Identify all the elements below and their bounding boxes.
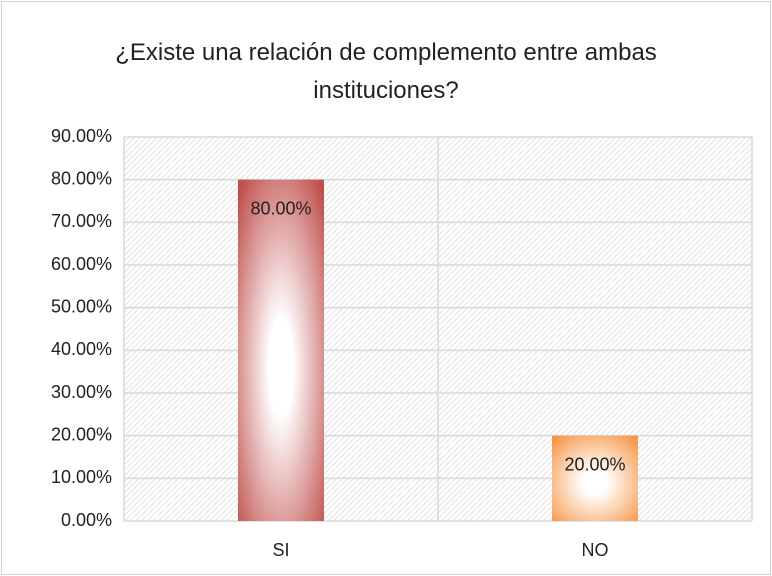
x-tick-label: NO xyxy=(582,540,609,560)
y-tick-label: 80.00% xyxy=(51,168,112,188)
bar xyxy=(237,179,325,521)
data-label: 20.00% xyxy=(564,454,625,474)
chart-title: ¿Existe una relación de complemento entr… xyxy=(115,39,657,104)
y-tick-label: 50.00% xyxy=(51,296,112,316)
y-tick-label: 30.00% xyxy=(51,382,112,402)
x-tick-label: SI xyxy=(272,540,289,560)
y-tick-label: 70.00% xyxy=(51,211,112,231)
data-label: 80.00% xyxy=(250,198,311,218)
bar xyxy=(551,435,639,521)
y-tick-label: 0.00% xyxy=(61,510,112,530)
y-tick-label: 40.00% xyxy=(51,339,112,359)
y-tick-label: 20.00% xyxy=(51,424,112,444)
y-tick-label: 60.00% xyxy=(51,254,112,274)
y-tick-label: 10.00% xyxy=(51,467,112,487)
y-tick-label: 90.00% xyxy=(51,126,112,146)
